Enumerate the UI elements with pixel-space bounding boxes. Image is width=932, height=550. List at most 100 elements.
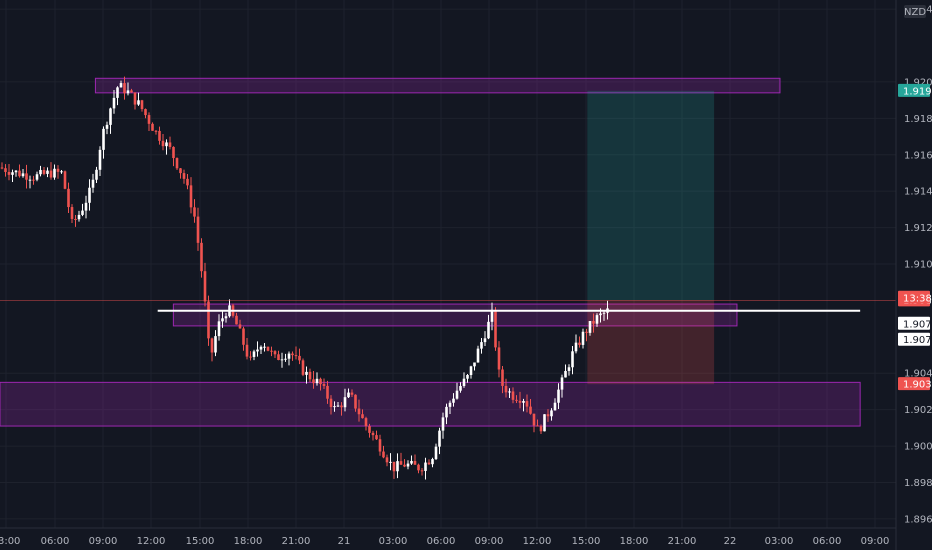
candle-body xyxy=(406,463,410,467)
candle-body xyxy=(63,171,67,189)
y-tick-label: 1.91800 xyxy=(904,114,932,125)
candle-body xyxy=(389,461,392,463)
candle-body xyxy=(350,392,354,395)
candle-body xyxy=(462,378,466,387)
candle-body xyxy=(235,315,238,325)
candle-body xyxy=(494,309,497,348)
candle-body xyxy=(420,470,424,472)
candle-body xyxy=(151,123,154,131)
candle-body xyxy=(536,425,539,427)
candle-body xyxy=(81,210,84,215)
price-tag: 1.90727 xyxy=(898,332,932,346)
candle-body xyxy=(599,313,602,316)
candle-body xyxy=(476,348,480,363)
candle-body xyxy=(522,401,525,403)
x-tick-label: 15:00 xyxy=(186,536,215,547)
svg-text:13:38: 13:38 xyxy=(903,293,932,304)
target-area[interactable] xyxy=(587,90,715,301)
candle-body xyxy=(438,430,441,447)
candle-body xyxy=(459,386,462,391)
candle-body xyxy=(354,394,357,409)
candle-body xyxy=(217,321,221,337)
candle-body xyxy=(329,398,333,407)
time-axis[interactable]: 03:00 06:00 09:00 12:00 15:00 18:00 21:00 21 03:… xyxy=(0,527,896,547)
candle-body xyxy=(154,130,158,132)
svg-text:1.91951: 1.91951 xyxy=(903,86,932,97)
candle-body xyxy=(147,115,151,124)
candle-body xyxy=(368,426,371,433)
candle-body xyxy=(70,207,74,219)
candle-body xyxy=(490,309,494,322)
x-tick-label: 21 xyxy=(338,536,351,547)
candle-body xyxy=(452,398,455,403)
candle-body xyxy=(105,124,109,129)
candle-body xyxy=(252,351,256,357)
candle-body xyxy=(487,321,490,339)
stop-area[interactable] xyxy=(587,300,715,385)
zone-rect[interactable] xyxy=(94,77,781,94)
x-tick-label: 09:00 xyxy=(861,536,890,547)
candle-body xyxy=(144,109,147,116)
candle-body xyxy=(245,344,249,357)
currency-badge-bg xyxy=(904,5,926,18)
candle-body xyxy=(375,435,378,440)
x-tick-label: 12:00 xyxy=(523,536,552,547)
candle-body xyxy=(291,353,294,356)
candle-body xyxy=(508,391,511,393)
candle-body xyxy=(529,406,532,414)
long-position-tool[interactable] xyxy=(587,90,715,385)
candle-body xyxy=(119,83,123,88)
y-tick-label: 1.91200 xyxy=(904,223,932,234)
candle-body xyxy=(74,218,77,220)
candle-body xyxy=(427,462,431,465)
candle-body xyxy=(588,320,592,333)
candle-body xyxy=(11,172,14,175)
candle-body xyxy=(399,461,403,465)
candle-body xyxy=(67,188,70,208)
candle-body xyxy=(196,216,200,243)
candle-body xyxy=(574,342,578,352)
horizontal-lines[interactable] xyxy=(0,300,896,312)
candle-body xyxy=(483,338,487,343)
price-tag: 1.90340 xyxy=(898,377,932,391)
candle-body xyxy=(32,179,35,181)
candle-body xyxy=(200,242,203,272)
candle-body xyxy=(123,83,126,94)
candle-body xyxy=(256,349,259,352)
x-tick-label: 03:00 xyxy=(765,536,794,547)
candle-body xyxy=(7,171,11,175)
candle-body xyxy=(298,355,301,361)
x-tick-label: 15:00 xyxy=(572,536,601,547)
x-tick-label: 03:00 xyxy=(0,536,20,547)
candle-body xyxy=(553,402,557,411)
price-axis[interactable]: 1.924001.920001.918001.916001.914001.912… xyxy=(895,0,932,550)
svg-text:1.90727: 1.90727 xyxy=(903,335,932,346)
candle-body xyxy=(77,214,81,220)
candle-body xyxy=(102,128,105,150)
candle-body xyxy=(189,185,193,208)
candle-body xyxy=(294,355,298,357)
candle-body xyxy=(441,417,445,431)
candle-body xyxy=(18,170,21,177)
y-tick-label: 1.90400 xyxy=(904,369,932,380)
candle-body xyxy=(266,346,270,351)
candle-body xyxy=(448,402,452,407)
candle-body xyxy=(424,462,427,471)
candle-body xyxy=(14,170,18,173)
candle-body xyxy=(280,359,284,361)
candle-body xyxy=(0,167,4,169)
candle-body xyxy=(193,207,196,217)
candle-body xyxy=(259,346,263,350)
candle-body xyxy=(571,351,574,368)
candle-body xyxy=(4,168,7,172)
candle-body xyxy=(410,460,413,464)
zone-rect[interactable] xyxy=(0,381,861,427)
candle-body xyxy=(595,315,599,324)
candle-body xyxy=(182,173,186,179)
candle-body xyxy=(287,353,291,359)
candle-body xyxy=(473,362,476,367)
currency-badge: NZD xyxy=(904,5,926,18)
candle-body xyxy=(238,324,242,329)
candle-body xyxy=(158,130,161,141)
